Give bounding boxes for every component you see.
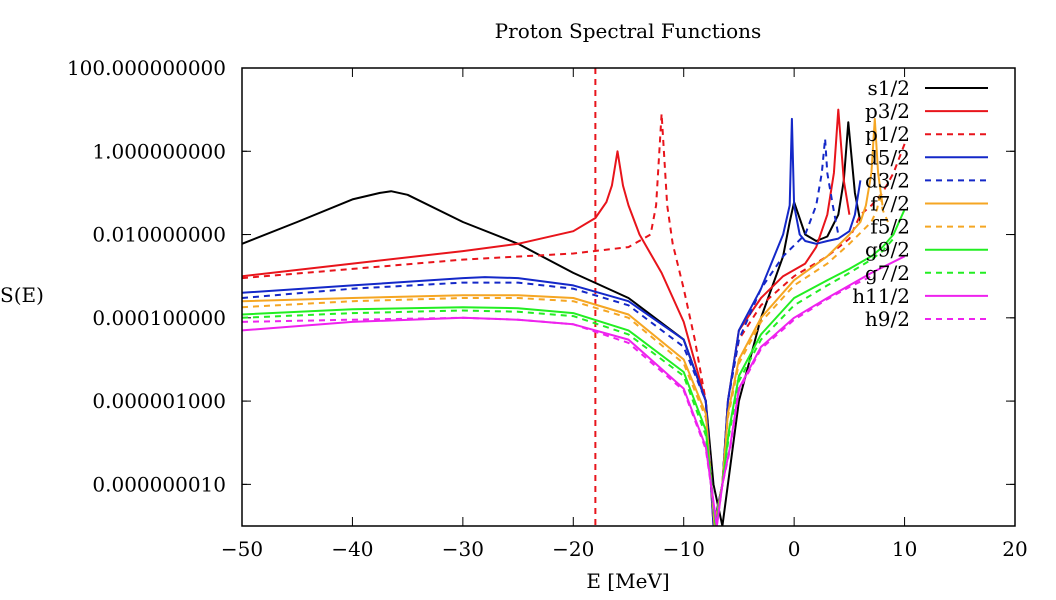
x-tick-label: −10 (663, 537, 705, 561)
legend-label: f5/2 (870, 215, 910, 239)
x-tick-label: −30 (442, 537, 484, 561)
x-tick-label: 0 (788, 537, 801, 561)
series-line-s1-2 (242, 121, 862, 526)
series-curves (242, 108, 906, 526)
y-tick-label: 0.010000000 (92, 223, 226, 247)
legend-label: h9/2 (865, 307, 910, 331)
series-line-d5-2 (242, 117, 862, 526)
legend-label: d3/2 (865, 168, 910, 192)
y-tick-label: 100.000000000 (67, 56, 226, 80)
y-axis-label: S(E) (0, 283, 44, 307)
axis-ticks: −50 −40 −30 −20 −10 0 10 20 100.000000000 1.00000… (67, 56, 1028, 561)
series-line-p1-2 (242, 112, 906, 526)
plot-frame (241, 67, 1016, 527)
y-tick-label: 0.000000010 (92, 472, 226, 496)
legend-label: h11/2 (852, 284, 910, 308)
legend-label: f7/2 (870, 192, 910, 216)
series-line-p3-2 (242, 108, 851, 526)
chart-title: Proton Spectral Functions (495, 19, 762, 43)
legend-label: p3/2 (865, 99, 910, 123)
series-line-d3-2 (242, 137, 840, 526)
series-line-g7-2 (242, 237, 895, 526)
x-tick-label: −20 (552, 537, 594, 561)
y-tick-label: 1.000000000 (92, 139, 226, 163)
legend: s1/2p3/2p1/2d5/2d3/2f7/2f5/2g9/2g7/2h11/… (852, 76, 988, 331)
legend-label: d5/2 (865, 145, 910, 169)
series-line-f7-2 (242, 117, 884, 526)
legend-label: s1/2 (868, 76, 910, 100)
legend-label: p1/2 (865, 122, 910, 146)
x-tick-label: −50 (221, 537, 263, 561)
series-line-h9-2 (242, 275, 872, 526)
legend-label: g9/2 (865, 238, 910, 262)
x-axis-label: E [MeV] (586, 569, 669, 593)
series-line-g9-2 (242, 209, 906, 526)
y-tick-label: 0.000100000 (92, 306, 226, 330)
x-tick-label: −40 (331, 537, 373, 561)
y-tick-label: 0.000001000 (92, 389, 226, 413)
x-tick-label: 20 (1002, 537, 1027, 561)
series-line-f5-2 (242, 191, 889, 526)
legend-label: g7/2 (865, 261, 910, 285)
series-line-h11-2 (242, 255, 906, 526)
x-tick-label: 10 (892, 537, 917, 561)
